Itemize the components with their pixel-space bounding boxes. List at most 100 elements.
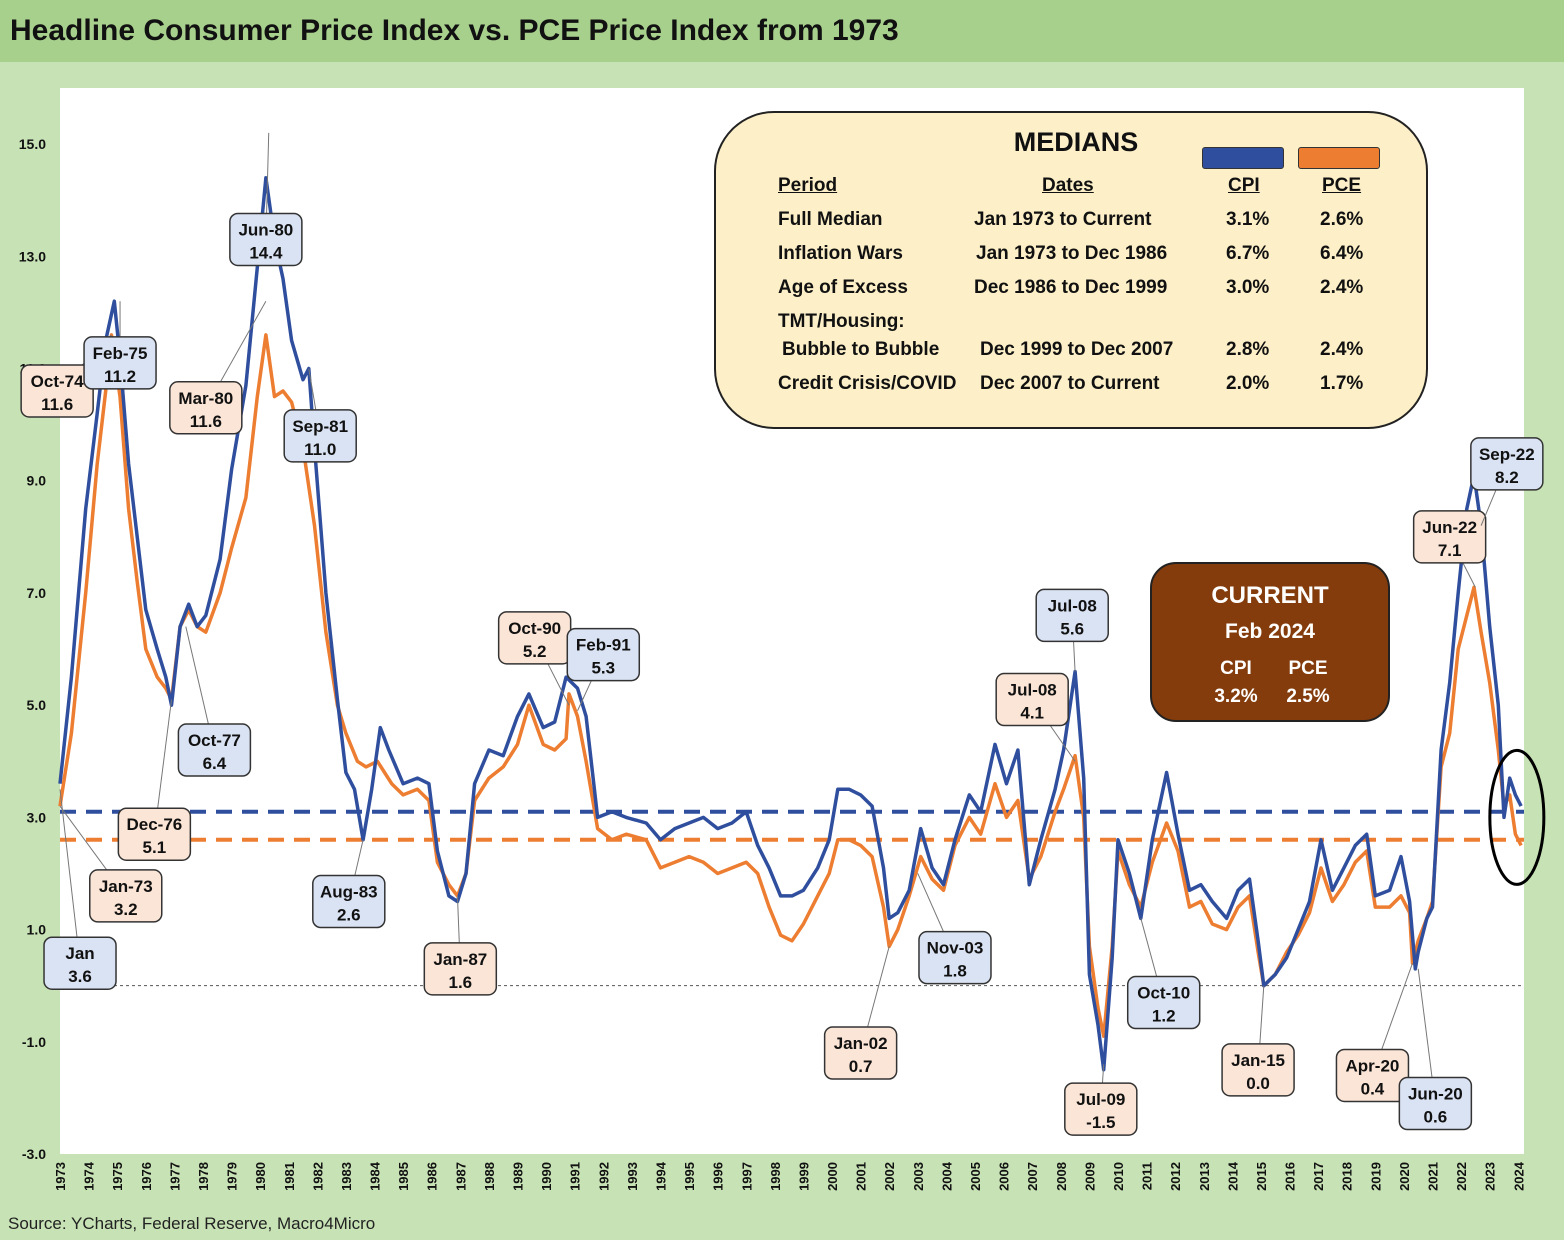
callout-date: Nov-03 — [927, 939, 984, 958]
x-tick-label: 2021 — [1426, 1162, 1441, 1191]
callout-value: 1.8 — [943, 962, 967, 981]
callout-date: Feb-75 — [93, 344, 148, 363]
x-tick-label: 1989 — [511, 1162, 526, 1191]
y-tick-label: 7.0 — [27, 585, 47, 601]
callout-value: 3.2 — [114, 900, 138, 919]
callout-box — [169, 381, 243, 435]
callout-box — [823, 1026, 898, 1080]
current-highlight-ellipse — [1488, 748, 1546, 886]
x-tick-label: 1986 — [425, 1162, 440, 1191]
x-tick-label: 2013 — [1197, 1162, 1212, 1191]
y-tick-label: -3.0 — [22, 1146, 46, 1162]
y-tick-label: 15.0 — [19, 136, 46, 152]
callout-box — [283, 409, 357, 463]
header-dates: Dates — [1042, 175, 1094, 196]
callout-date: Oct-74 — [31, 372, 84, 391]
callout-value: 11.6 — [190, 412, 222, 431]
x-tick-label: 1974 — [82, 1161, 97, 1191]
current-date: Feb 2024 — [1225, 620, 1315, 643]
x-tick-label: 1993 — [625, 1162, 640, 1191]
x-tick-label: 1983 — [339, 1162, 354, 1191]
x-tick-label: 1973 — [53, 1162, 68, 1191]
x-tick-label: 1982 — [310, 1162, 325, 1191]
callout-value: 11.0 — [304, 440, 336, 459]
median-row-cpi: 2.0% — [1226, 373, 1270, 394]
callout-box — [1221, 1043, 1295, 1097]
callout-box — [423, 942, 498, 996]
x-tick-label: 1994 — [653, 1161, 668, 1191]
y-tick-label: 5.0 — [27, 697, 47, 713]
median-row-period: Bubble to Bubble — [782, 339, 940, 360]
x-tick-label: 1996 — [711, 1162, 726, 1191]
callout-value: 8.2 — [1495, 468, 1519, 487]
x-tick-label: 1990 — [539, 1162, 554, 1191]
callout-value: 0.0 — [1246, 1074, 1270, 1093]
x-tick-label: 2016 — [1283, 1162, 1298, 1191]
x-tick-label: 2023 — [1483, 1162, 1498, 1191]
x-tick-label: 2006 — [997, 1162, 1012, 1191]
x-tick-label: 2012 — [1168, 1162, 1183, 1191]
callout-value: 11.6 — [41, 395, 73, 414]
x-tick-label: 2020 — [1397, 1162, 1412, 1191]
callout-value: 7.1 — [1438, 541, 1462, 560]
callout-value: 6.4 — [203, 754, 227, 773]
x-tick-label: 1999 — [796, 1162, 811, 1191]
x-tick-label: 2019 — [1368, 1162, 1383, 1191]
medians-box: MEDIANS Period Dates CPI PCE Full Median… — [714, 111, 1428, 429]
callout-value: 0.7 — [849, 1057, 873, 1076]
x-tick-label: 1975 — [110, 1162, 125, 1191]
callout-box — [89, 869, 163, 923]
median-row-period: Age of Excess — [778, 277, 908, 298]
x-tick-label: 1981 — [282, 1162, 297, 1191]
callout-date: Jun-22 — [1422, 518, 1477, 537]
callout-date: Aug-83 — [320, 883, 378, 902]
x-tick-label: 2000 — [825, 1162, 840, 1191]
callout-value: 1.6 — [448, 973, 472, 992]
callout-date: Apr-20 — [1346, 1056, 1400, 1075]
callout-box — [312, 874, 386, 929]
x-tick-label: 2002 — [882, 1162, 897, 1191]
x-tick-label: 2008 — [1054, 1162, 1069, 1191]
x-tick-label: 1985 — [396, 1162, 411, 1191]
median-row-pce: 2.6% — [1320, 209, 1364, 230]
current-cpi-value: 3.2% — [1214, 686, 1258, 707]
median-row-cpi: 3.0% — [1226, 277, 1270, 298]
median-row-period: Credit Crisis/COVID — [778, 373, 957, 394]
callout-box — [995, 672, 1069, 727]
callout-date: Oct-90 — [508, 619, 561, 638]
x-tick-label: 2003 — [911, 1162, 926, 1191]
callout-box — [1398, 1076, 1473, 1131]
callout-value: 5.6 — [1060, 619, 1084, 638]
callout-value: 0.6 — [1424, 1108, 1448, 1127]
callout-date: Jun-80 — [238, 220, 293, 239]
callout-date: Sep-22 — [1479, 445, 1535, 464]
y-tick-label: 1.0 — [27, 922, 47, 938]
x-tick-label: 1988 — [482, 1162, 497, 1191]
x-tick-label: 2001 — [854, 1162, 869, 1191]
header-period: Period — [778, 175, 838, 196]
callout-value: 5.1 — [143, 838, 167, 857]
callout-date: Jan — [65, 944, 94, 963]
medians-title: MEDIANS — [1013, 127, 1139, 157]
median-row-dates: Jan 1973 to Dec 1986 — [976, 243, 1168, 264]
x-tick-label: 2010 — [1111, 1162, 1126, 1191]
header-cpi: CPI — [1228, 175, 1260, 196]
callout-date: Jul-08 — [1048, 596, 1097, 615]
median-row-dates: Jan 1973 to Current — [974, 209, 1152, 230]
callout-box — [1412, 510, 1487, 564]
x-tick-label: 1984 — [368, 1161, 383, 1191]
callout-value: 0.4 — [1361, 1079, 1385, 1098]
callout-box — [177, 723, 252, 777]
x-tick-label: 2015 — [1254, 1162, 1269, 1191]
callout-date: Oct-77 — [188, 731, 241, 750]
x-tick-label: 2024 — [1511, 1161, 1526, 1191]
x-tick-label: 1995 — [682, 1162, 697, 1191]
median-row-cpi: 2.8% — [1226, 339, 1270, 360]
cpi-legend-swatch — [1202, 147, 1284, 169]
median-row-cpi: 3.1% — [1226, 209, 1270, 230]
x-tick-label: 2011 — [1140, 1162, 1155, 1190]
callout-value: 2.6 — [337, 906, 361, 925]
y-tick-label: 13.0 — [19, 248, 46, 264]
x-tick-label: 1992 — [596, 1162, 611, 1191]
callout-box — [566, 627, 641, 682]
